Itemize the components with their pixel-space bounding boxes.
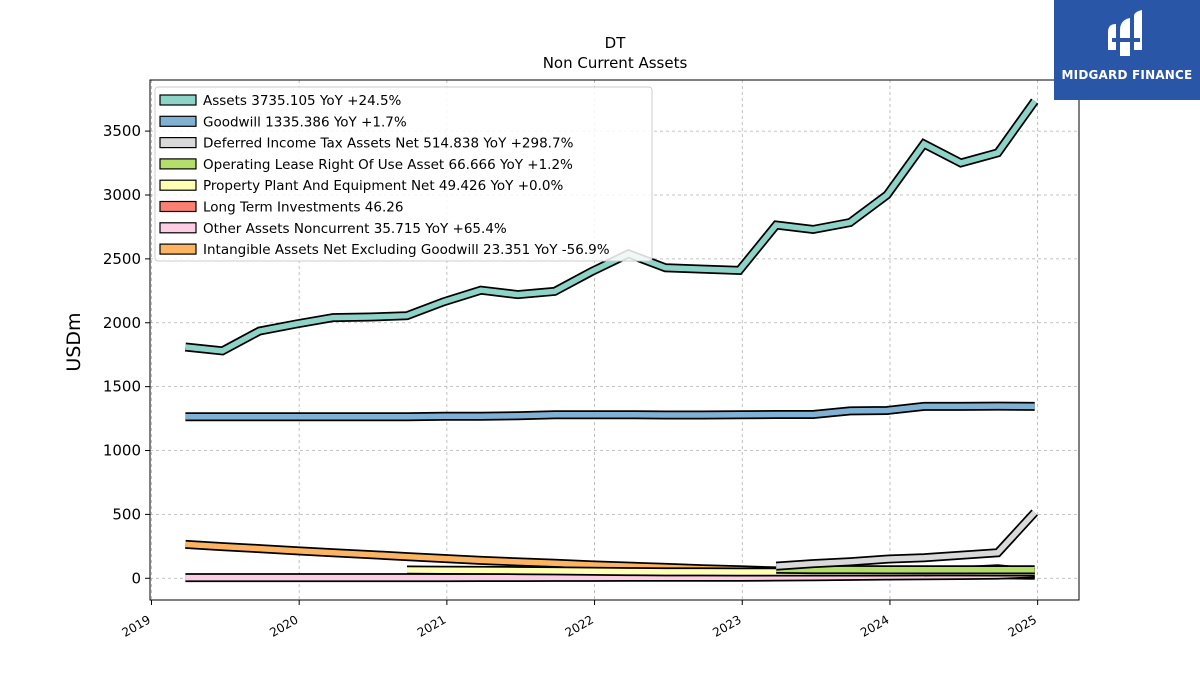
y-tick-label: 0 <box>131 569 141 587</box>
y-tick-label: 500 <box>112 505 141 523</box>
y-tick-label: 3500 <box>103 122 141 140</box>
legend-swatch <box>159 243 197 255</box>
legend-entry: Property Plant And Equipment Net 49.426 … <box>203 178 563 194</box>
plot-frame <box>149 79 1080 601</box>
legend-swatch <box>159 137 197 149</box>
y-tick-label: 1000 <box>103 442 141 460</box>
brand-logo: MIDGARD FINANCE <box>1054 0 1200 100</box>
legend-entry: Deferred Income Tax Assets Net 514.838 Y… <box>203 136 574 152</box>
legend-entry: Long Term Investments 46.26 <box>203 200 403 216</box>
legend-swatch <box>159 200 197 213</box>
legend-swatch <box>159 222 197 234</box>
series-group <box>184 98 1039 583</box>
series-line <box>776 566 1035 573</box>
series-line <box>776 510 1037 569</box>
x-tick-label: 2025 <box>1006 612 1039 639</box>
x-tick-label: 2023 <box>710 612 743 639</box>
chart-title: DT <box>605 34 627 52</box>
chart-subtitle: Non Current Assets <box>543 54 688 72</box>
y-tick-label: 1500 <box>103 378 141 396</box>
legend-swatch <box>159 94 197 106</box>
series-line <box>185 403 1035 420</box>
x-tick-label: 2020 <box>267 612 300 639</box>
x-tick-label: 2019 <box>120 612 153 639</box>
legend-entry: Operating Lease Right Of Use Asset 66.66… <box>203 157 573 173</box>
legend-entry: Goodwill 1335.386 YoY +1.7% <box>203 114 407 130</box>
legend-swatch <box>159 115 197 127</box>
y-tick-label: 2500 <box>103 250 141 268</box>
legend-swatch <box>159 158 197 170</box>
legend-box <box>154 86 653 262</box>
legend: Assets 3735.105 YoY +24.5% Goodwill 1335.… <box>154 86 653 262</box>
x-tick-label: 2022 <box>563 612 596 639</box>
x-tick-label: 2021 <box>415 612 448 639</box>
y-axis-label: USDm <box>63 312 85 371</box>
brand-name: MIDGARD FINANCE <box>1061 68 1193 82</box>
y-tick-label: 3000 <box>103 186 141 204</box>
series-line <box>185 99 1037 354</box>
x-tick-label: 2024 <box>858 612 891 639</box>
y-tick-label: 2000 <box>103 314 141 332</box>
midgard-logo-icon <box>1108 10 1142 56</box>
legend-entry: Intangible Assets Net Excluding Goodwill… <box>203 242 610 258</box>
legend-entry: Assets 3735.105 YoY +24.5% <box>203 93 402 109</box>
legend-swatch <box>159 179 197 191</box>
legend-entry: Other Assets Noncurrent 35.715 YoY +65.4… <box>203 221 507 237</box>
